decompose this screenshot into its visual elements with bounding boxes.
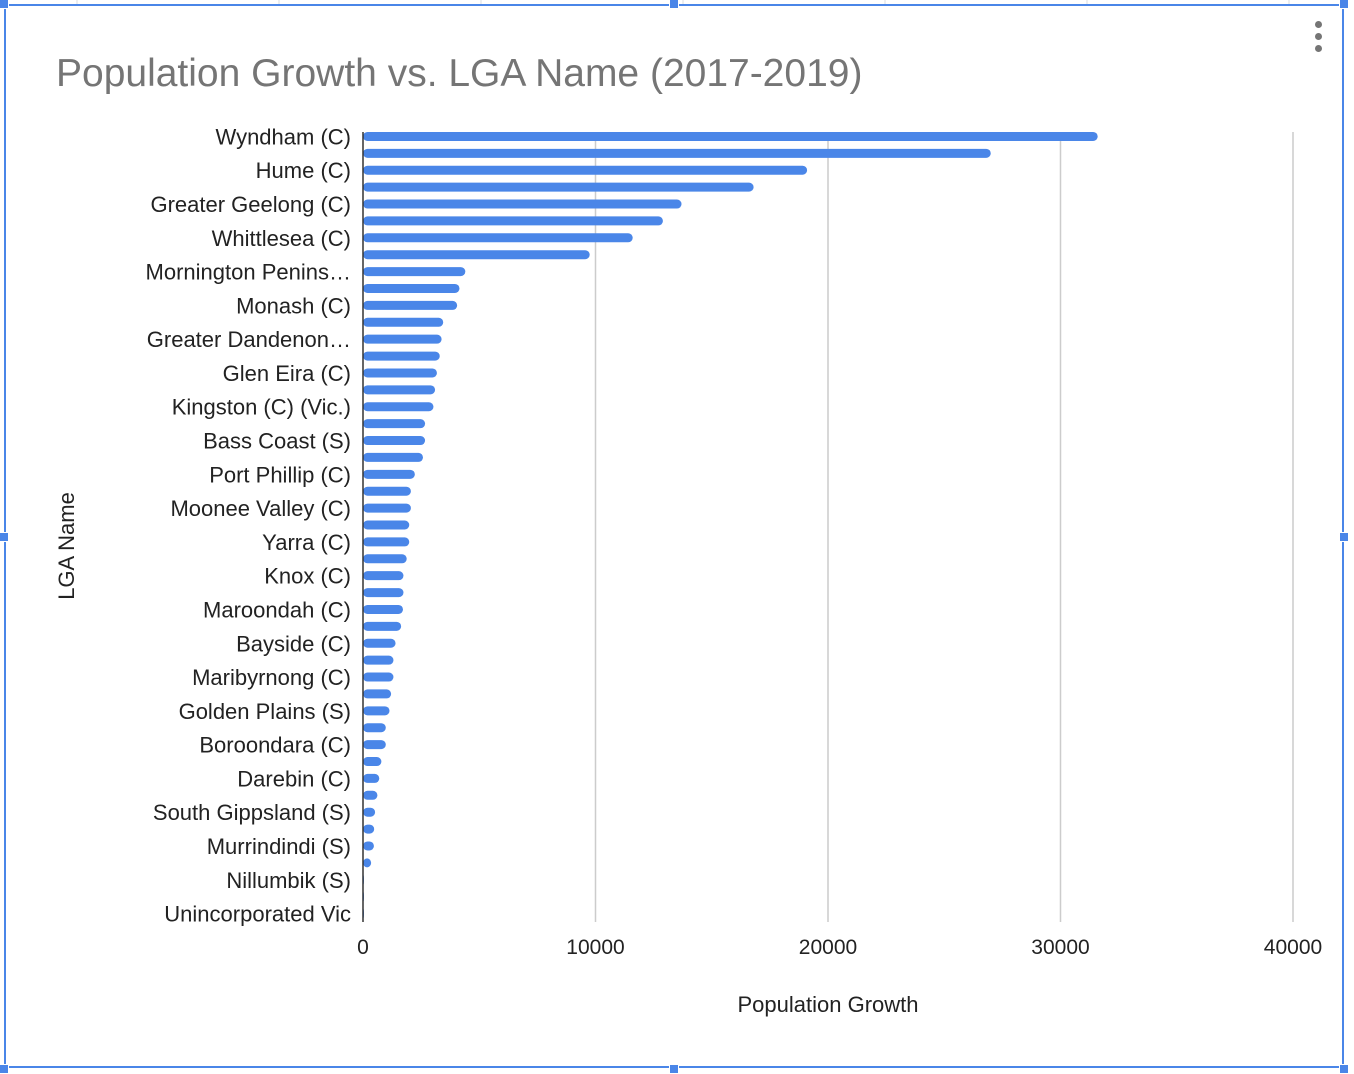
bar	[363, 790, 378, 800]
x-tick-label: 10000	[566, 936, 624, 959]
bar	[363, 723, 386, 733]
y-tick-label: Glen Eira (C)	[223, 361, 351, 386]
resize-handle-top[interactable]	[669, 0, 679, 9]
y-tick-label: Boroondara (C)	[199, 733, 351, 758]
y-tick-label: Moonee Valley (C)	[170, 496, 351, 521]
bar	[363, 182, 754, 192]
y-tick-label: Yarra (C)	[262, 530, 351, 555]
bar	[363, 199, 682, 209]
y-tick-label: Whittlesea (C)	[212, 226, 351, 251]
y-tick-label: Kingston (C) (Vic.)	[172, 395, 351, 420]
bar	[363, 520, 410, 530]
y-tick-label: Bayside (C)	[236, 631, 351, 656]
bar	[363, 216, 663, 226]
x-tick-label: 30000	[1031, 936, 1089, 959]
bar	[363, 334, 442, 344]
y-tick-label: Greater Dandenon…	[147, 327, 351, 352]
bar	[363, 858, 372, 868]
y-tick-label: Maribyrnong (C)	[192, 665, 351, 690]
bar	[363, 385, 436, 395]
bar	[363, 807, 376, 817]
bar	[363, 503, 411, 513]
x-axis-label: Population Growth	[737, 992, 919, 1017]
bar	[363, 351, 440, 361]
x-tick-label: 0	[357, 936, 369, 959]
bar	[363, 368, 437, 378]
y-tick-label: Darebin (C)	[237, 766, 351, 791]
bar	[363, 824, 375, 834]
bar	[363, 317, 444, 327]
y-tick-label: Murrindindi (S)	[207, 834, 351, 859]
bar	[363, 283, 460, 293]
bar	[363, 621, 402, 631]
y-tick-label: Monash (C)	[236, 293, 351, 318]
y-tick-label: Golden Plains (S)	[179, 699, 351, 724]
bar	[363, 436, 426, 446]
bar	[363, 300, 458, 310]
bar	[363, 165, 808, 175]
bar	[363, 689, 392, 699]
bar	[363, 486, 411, 496]
bar	[363, 554, 407, 564]
y-tick-label: Wyndham (C)	[216, 124, 352, 149]
bar	[363, 148, 991, 158]
resize-handle-right[interactable]	[1339, 532, 1349, 542]
x-tick-label: 20000	[799, 936, 857, 959]
bar	[363, 250, 590, 260]
y-tick-label: Bass Coast (S)	[203, 429, 351, 454]
bar	[363, 131, 1098, 141]
y-tick-label: Mornington Penins…	[146, 260, 351, 285]
bar	[363, 706, 390, 716]
bar	[363, 757, 382, 767]
bar	[363, 588, 404, 598]
y-tick-label: Knox (C)	[264, 564, 351, 589]
y-tick-label: Unincorporated Vic	[164, 902, 351, 927]
resize-handle-left[interactable]	[0, 532, 9, 542]
resize-handle-top-right[interactable]	[1339, 0, 1349, 9]
bar	[363, 233, 633, 243]
bar	[363, 469, 415, 479]
bar	[363, 655, 394, 665]
bar	[363, 571, 404, 581]
bar	[363, 419, 426, 429]
chart-title: Population Growth vs. LGA Name (2017-201…	[56, 52, 863, 95]
y-tick-label: Maroondah (C)	[203, 597, 351, 622]
bar	[363, 452, 423, 462]
bar	[363, 672, 394, 682]
bar	[363, 604, 403, 614]
y-tick-label: South Gippsland (S)	[153, 800, 351, 825]
resize-handle-top-left[interactable]	[0, 0, 9, 9]
bar	[363, 740, 386, 750]
bar	[363, 773, 380, 783]
y-tick-label: Nillumbik (S)	[226, 868, 351, 893]
bar	[363, 537, 410, 547]
y-tick-label: Port Phillip (C)	[209, 462, 351, 487]
bar	[363, 638, 396, 648]
y-tick-label: Greater Geelong (C)	[150, 192, 351, 217]
x-tick-label: 40000	[1264, 936, 1322, 959]
more-vert-icon[interactable]	[1304, 16, 1332, 56]
y-tick-label: Hume (C)	[256, 158, 351, 183]
bar	[363, 841, 374, 851]
bar	[363, 402, 434, 412]
bar	[363, 267, 466, 277]
